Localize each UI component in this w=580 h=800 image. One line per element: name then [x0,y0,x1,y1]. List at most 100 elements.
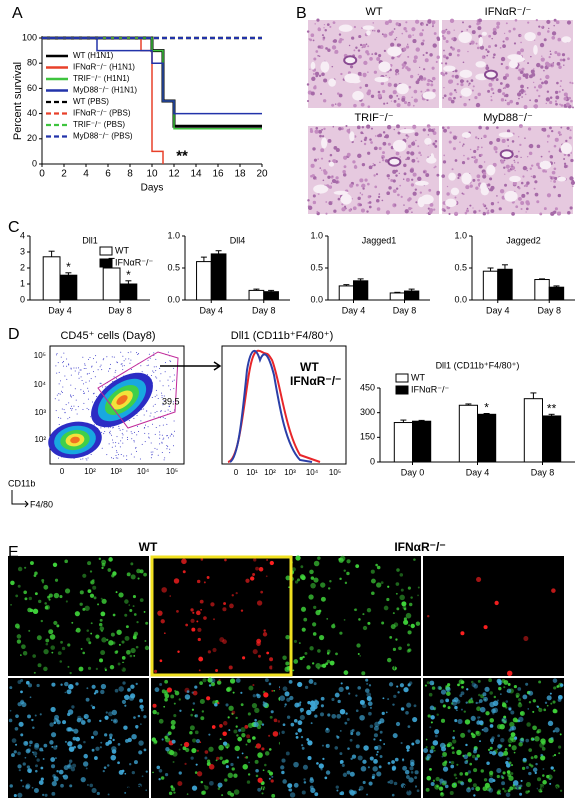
tissue [320,92,323,95]
tissue [319,134,322,138]
micrograph [8,556,149,676]
event [141,443,143,445]
cell [17,584,21,588]
cell [293,659,299,664]
cell [273,718,278,723]
cell [510,764,514,767]
tissue [321,128,324,131]
cell [135,645,139,649]
cell [64,691,67,694]
bar [196,261,212,301]
event [58,371,60,373]
airspace [480,186,489,196]
cell [151,737,157,742]
tissue [517,150,520,153]
cell [271,775,274,778]
cell [459,772,463,776]
tissue [376,207,381,211]
tissue [413,55,418,60]
cell [310,704,316,709]
tissue [506,138,510,142]
event [133,456,135,458]
tissue [392,90,397,95]
x-tick-label: 6 [105,169,111,180]
tissue [525,200,530,205]
cell [339,792,343,795]
cell [466,787,471,793]
tissue [518,97,520,100]
tissue [480,137,483,140]
cell [486,761,490,765]
cell [396,607,400,611]
tissue [473,149,477,154]
event [109,368,111,370]
cell [199,698,205,705]
event [160,373,162,375]
tissue [448,52,452,57]
event [148,436,150,438]
cell [206,759,211,763]
tissue [527,127,532,131]
cell [515,787,518,790]
cell [245,756,249,759]
tissue [451,74,455,78]
cell [209,780,214,786]
cell [164,693,170,699]
tissue [407,144,412,149]
cell [268,734,271,737]
cell [407,630,412,635]
cell [219,724,223,728]
cell [214,702,218,707]
cell [20,690,23,694]
event [116,377,118,379]
bar [412,420,432,463]
event [150,442,152,444]
cell [202,678,207,683]
event [103,433,105,435]
tissue [384,20,389,26]
cell [67,709,74,715]
tissue [342,209,344,211]
tissue [362,43,367,49]
cell [160,619,165,624]
tissue [368,201,372,204]
event [62,362,64,364]
tissue [360,208,365,213]
cell [324,776,328,780]
micrograph [423,556,564,676]
tissue [504,183,508,187]
tissue [320,157,324,160]
cell [158,769,163,773]
tissue [419,66,421,68]
event [82,356,84,358]
event [95,355,97,357]
cell [33,744,40,750]
cell [17,680,22,685]
cell [62,720,67,725]
airway [483,69,498,80]
tissue [540,155,543,158]
tissue [412,34,414,36]
tissue [390,178,394,182]
cell [232,691,235,694]
cell [211,725,216,729]
cell [123,725,128,730]
cell [268,748,272,751]
cell [237,736,243,742]
cell [241,752,244,755]
cell [186,793,189,795]
tissue [394,38,397,41]
bar [548,286,565,301]
event [150,451,152,453]
micrograph-label: TRIF⁻/⁻ [354,112,393,124]
cell [442,751,448,757]
tissue [493,53,496,56]
tissue [506,101,511,106]
airspace [560,142,573,155]
tissue [425,23,429,27]
cell [200,716,205,721]
cell [262,702,268,708]
cell [263,629,266,632]
cell [532,738,535,741]
cell [489,770,494,775]
